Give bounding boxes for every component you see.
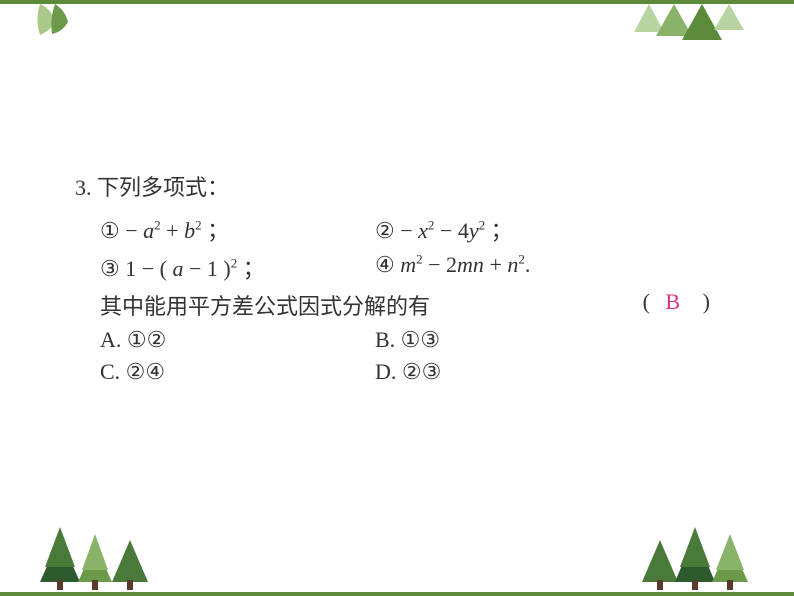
paren-right: ): [703, 289, 710, 315]
bottom-border: [0, 592, 794, 596]
answer: B: [665, 289, 680, 315]
choices-row-1: A. ①② B. ①③: [75, 327, 725, 353]
prompt-line: 其中能用平方差公式因式分解的有 ( B ): [75, 289, 725, 321]
paren-left: (: [643, 289, 650, 315]
choice-a: A. ①②: [75, 327, 375, 353]
choices-row-2: C. ②④ D. ②③: [75, 359, 725, 385]
question-text: 下列多项式：: [97, 175, 229, 200]
triangle-decoration: [634, 4, 754, 49]
items-row-2: ③ 1 − ( a − 1 )2 ； ④ m2 − 2mn + n2.: [75, 251, 725, 283]
item-1: ① − a2 + b2 ；: [75, 213, 375, 245]
leaf-decoration: [30, 0, 80, 40]
question-content: 3. 下列多项式： ① − a2 + b2 ； ② − x2 − 4y2 ； ③…: [75, 170, 725, 385]
item-3: ③ 1 − ( a − 1 )2 ；: [75, 251, 375, 283]
trees-decoration: [0, 522, 794, 592]
item-2: ② − x2 − 4y2 ；: [375, 213, 513, 245]
question-stem: 3. 下列多项式：: [75, 170, 725, 205]
question-number: 3.: [75, 175, 92, 200]
choice-b: B. ①③: [375, 327, 440, 353]
items-row-1: ① − a2 + b2 ； ② − x2 − 4y2 ；: [75, 213, 725, 245]
choice-c: C. ②④: [75, 359, 375, 385]
item-4: ④ m2 − 2mn + n2.: [375, 251, 530, 283]
prompt-text: 其中能用平方差公式因式分解的有: [100, 294, 430, 319]
choice-d: D. ②③: [375, 359, 441, 385]
